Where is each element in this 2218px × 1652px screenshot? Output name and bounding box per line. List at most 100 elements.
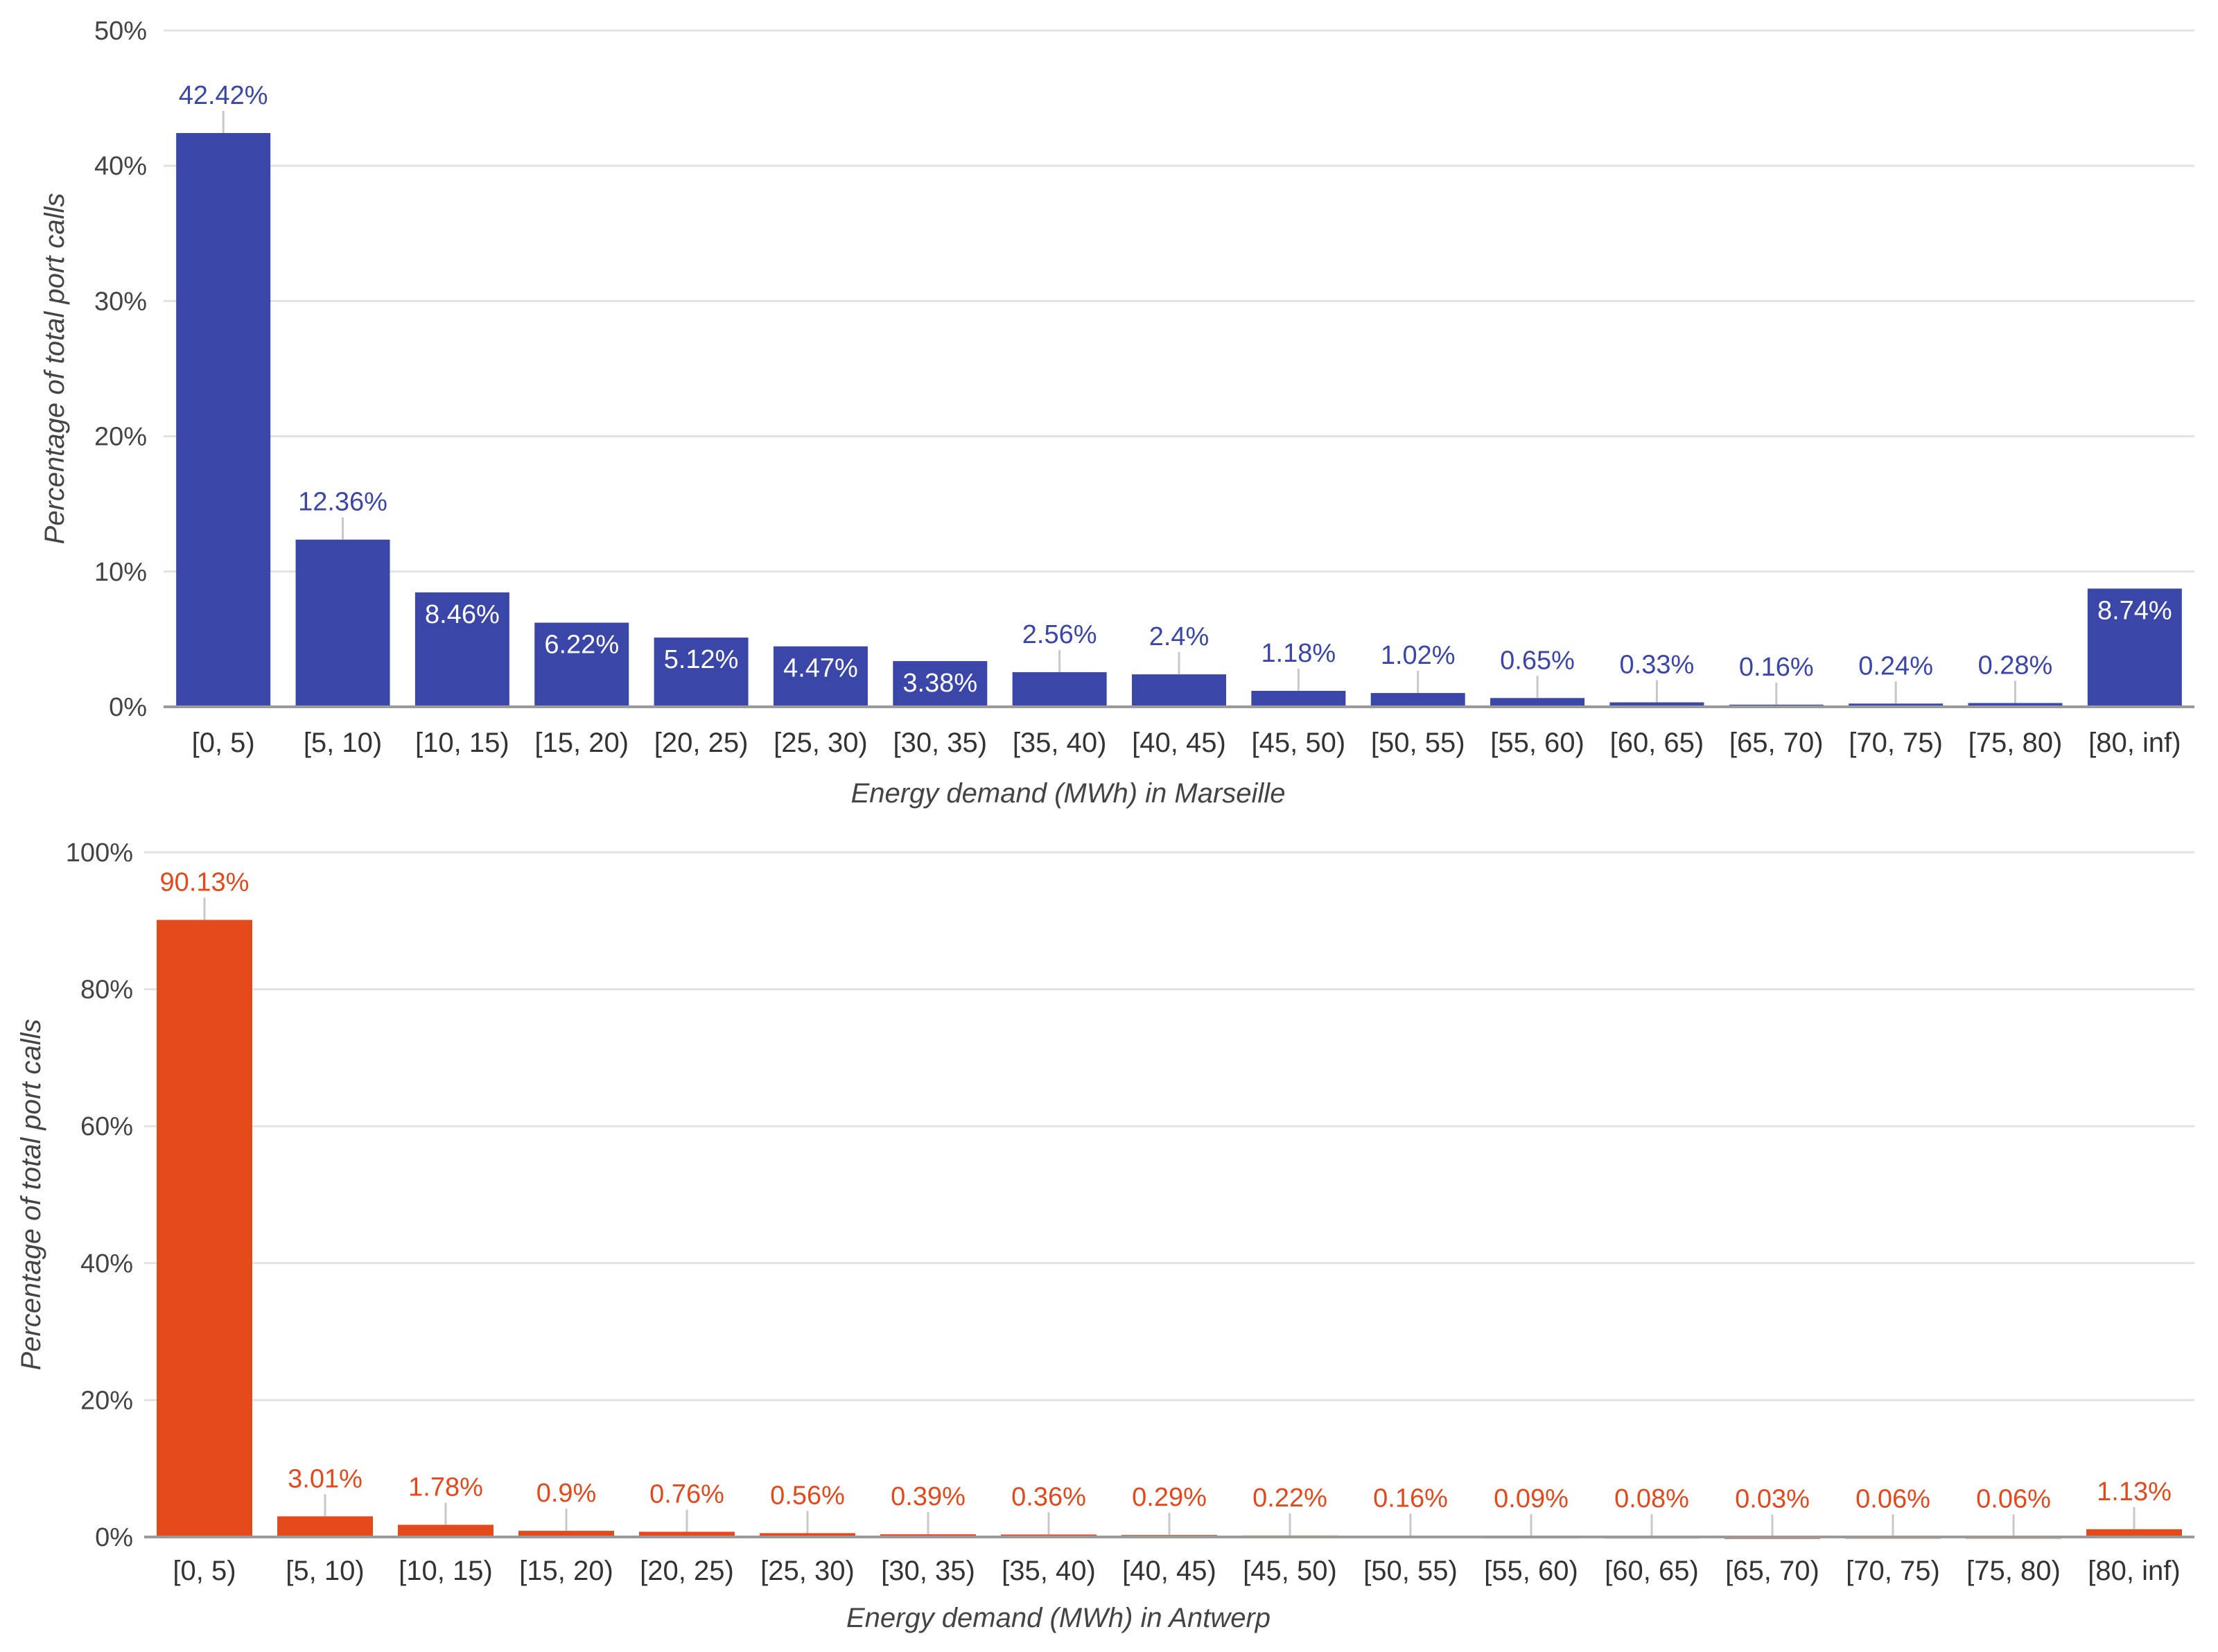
marseille-x-tick-label: [35, 40) [1013, 728, 1107, 758]
antwerp-data-label: 0.03% [1735, 1485, 1810, 1514]
antwerp-y-axis-title: Percentage of total port calls [16, 1019, 46, 1371]
marseille-bar [1370, 693, 1465, 707]
antwerp-x-tick-label: [20, 25) [640, 1556, 734, 1586]
marseille-x-tick-label: [10, 15) [415, 728, 509, 758]
marseille-bar [1012, 672, 1107, 707]
antwerp-data-label: 3.01% [288, 1464, 363, 1493]
marseille-y-tick-label: 10% [94, 558, 147, 587]
antwerp-y-tick-label: 20% [80, 1386, 133, 1415]
marseille-x-tick-label: [25, 30) [774, 728, 868, 758]
antwerp-data-label: 0.56% [770, 1481, 845, 1510]
antwerp-data-label: 1.13% [2097, 1477, 2172, 1506]
marseille-bar [2087, 588, 2182, 707]
marseille-y-tick-label: 0% [109, 693, 147, 722]
antwerp-data-label: 0.29% [1132, 1483, 1207, 1512]
marseille-x-tick-label: [60, 65) [1610, 728, 1704, 758]
antwerp-bar [2086, 1529, 2182, 1537]
antwerp-x-tick-label: [60, 65) [1605, 1556, 1699, 1586]
marseille-x-tick-label: [40, 45) [1132, 728, 1226, 758]
marseille-data-label: 12.36% [298, 488, 387, 517]
antwerp-x-tick-label: [80, inf) [2088, 1556, 2180, 1586]
antwerp-x-tick-label: [75, 80) [1966, 1556, 2061, 1586]
antwerp-bar [518, 1531, 614, 1537]
marseille-x-tick-label: [5, 10) [304, 728, 382, 758]
marseille-data-label: 1.18% [1261, 639, 1336, 668]
antwerp-x-tick-label: [50, 55) [1363, 1556, 1458, 1586]
antwerp-x-tick-label: [10, 15) [399, 1556, 493, 1586]
marseille-x-tick-label: [15, 20) [534, 728, 629, 758]
antwerp-data-label: 0.09% [1494, 1484, 1569, 1513]
marseille-y-tick-label: 40% [94, 152, 147, 181]
marseille-data-label: 8.74% [2097, 596, 2172, 625]
antwerp-y-tick-label: 100% [66, 838, 133, 868]
antwerp-data-label: 0.36% [1011, 1482, 1086, 1511]
marseille-x-axis-title: Energy demand (MWh) in Marseille [851, 778, 1286, 809]
marseille-data-label: 3.38% [902, 669, 977, 698]
antwerp-bar [398, 1524, 494, 1537]
antwerp-data-label: 0.16% [1373, 1484, 1448, 1513]
antwerp-bar [639, 1531, 735, 1537]
marseille-data-label: 1.02% [1381, 641, 1456, 670]
antwerp-data-label: 0.06% [1855, 1484, 1930, 1513]
antwerp-y-tick-label: 40% [80, 1249, 133, 1278]
antwerp-bar [277, 1516, 373, 1537]
antwerp-bar [157, 920, 252, 1537]
marseille-data-label: 0.24% [1858, 651, 1933, 680]
marseille-bar [1849, 703, 1944, 707]
marseille-x-tick-label: [50, 55) [1371, 728, 1465, 758]
marseille-y-tick-label: 50% [94, 17, 147, 46]
antwerp-data-label: 0.39% [891, 1482, 966, 1511]
marseille-bar [414, 592, 509, 707]
marseille-data-label: 4.47% [783, 654, 858, 683]
antwerp-x-tick-label: [40, 45) [1122, 1556, 1216, 1586]
marseille-x-tick-label: [0, 5) [192, 728, 255, 758]
marseille-bar [893, 661, 988, 707]
marseille-data-label: 8.46% [425, 600, 500, 629]
antwerp-x-tick-label: [0, 5) [173, 1556, 236, 1586]
marseille-data-label: 2.4% [1149, 622, 1210, 651]
marseille-bar [1490, 698, 1585, 707]
antwerp-data-label: 0.08% [1614, 1484, 1689, 1513]
marseille-x-tick-label: [20, 25) [654, 728, 749, 758]
antwerp-x-tick-label: [45, 50) [1243, 1556, 1337, 1586]
antwerp-x-tick-label: [25, 30) [760, 1556, 855, 1586]
antwerp-bar [760, 1533, 855, 1537]
antwerp-y-tick-label: 0% [95, 1523, 133, 1552]
marseille-bar [176, 132, 271, 707]
marseille-data-label: 0.33% [1620, 651, 1695, 680]
marseille-data-label: 0.16% [1739, 653, 1814, 682]
antwerp-x-tick-label: [55, 60) [1484, 1556, 1578, 1586]
antwerp-data-label: 0.22% [1252, 1484, 1327, 1513]
marseille-data-label: 0.65% [1500, 646, 1575, 675]
marseille-x-tick-label: [70, 75) [1849, 728, 1943, 758]
marseille-chart: 0% 10% 20% 30% 40% 50% 42.42% [0, 5) 12.36% [5, 1… [40, 17, 2194, 809]
marseille-x-tick-label: [75, 80) [1968, 728, 2063, 758]
antwerp-x-tick-label: [65, 70) [1725, 1556, 1819, 1586]
marseille-y-axis-title: Percentage of total port calls [40, 193, 70, 545]
marseille-x-tick-label: [80, inf) [2088, 728, 2181, 758]
marseille-data-label: 42.42% [179, 81, 268, 110]
marseille-bar [1132, 674, 1226, 707]
antwerp-x-tick-label: [5, 10) [286, 1556, 364, 1586]
marseille-bar [295, 539, 390, 707]
antwerp-x-axis-title: Energy demand (MWh) in Antwerp [846, 1603, 1270, 1633]
marseille-data-label: 5.12% [664, 645, 739, 674]
antwerp-data-label: 0.9% [536, 1479, 597, 1508]
antwerp-data-label: 0.06% [1976, 1484, 2051, 1513]
marseille-bar [1251, 690, 1346, 707]
antwerp-y-tick-label: 60% [80, 1112, 133, 1141]
antwerp-data-label: 0.76% [649, 1479, 724, 1509]
antwerp-data-label: 90.13% [160, 868, 250, 897]
marseille-data-label: 0.28% [1978, 651, 2053, 680]
marseille-y-tick-label: 30% [94, 287, 147, 316]
marseille-data-label: 6.22% [544, 631, 619, 660]
antwerp-data-label: 1.78% [408, 1473, 483, 1502]
antwerp-x-tick-label: [35, 40) [1002, 1556, 1096, 1586]
antwerp-x-tick-label: [15, 20) [519, 1556, 613, 1586]
marseille-x-tick-label: [55, 60) [1490, 728, 1584, 758]
marseille-bar [534, 622, 629, 707]
marseille-bar [1968, 703, 2063, 707]
antwerp-chart: 0% 20% 40% 60% 80% 100% 90.13% [0, 5) 3.01% [5, 1… [16, 838, 2194, 1633]
